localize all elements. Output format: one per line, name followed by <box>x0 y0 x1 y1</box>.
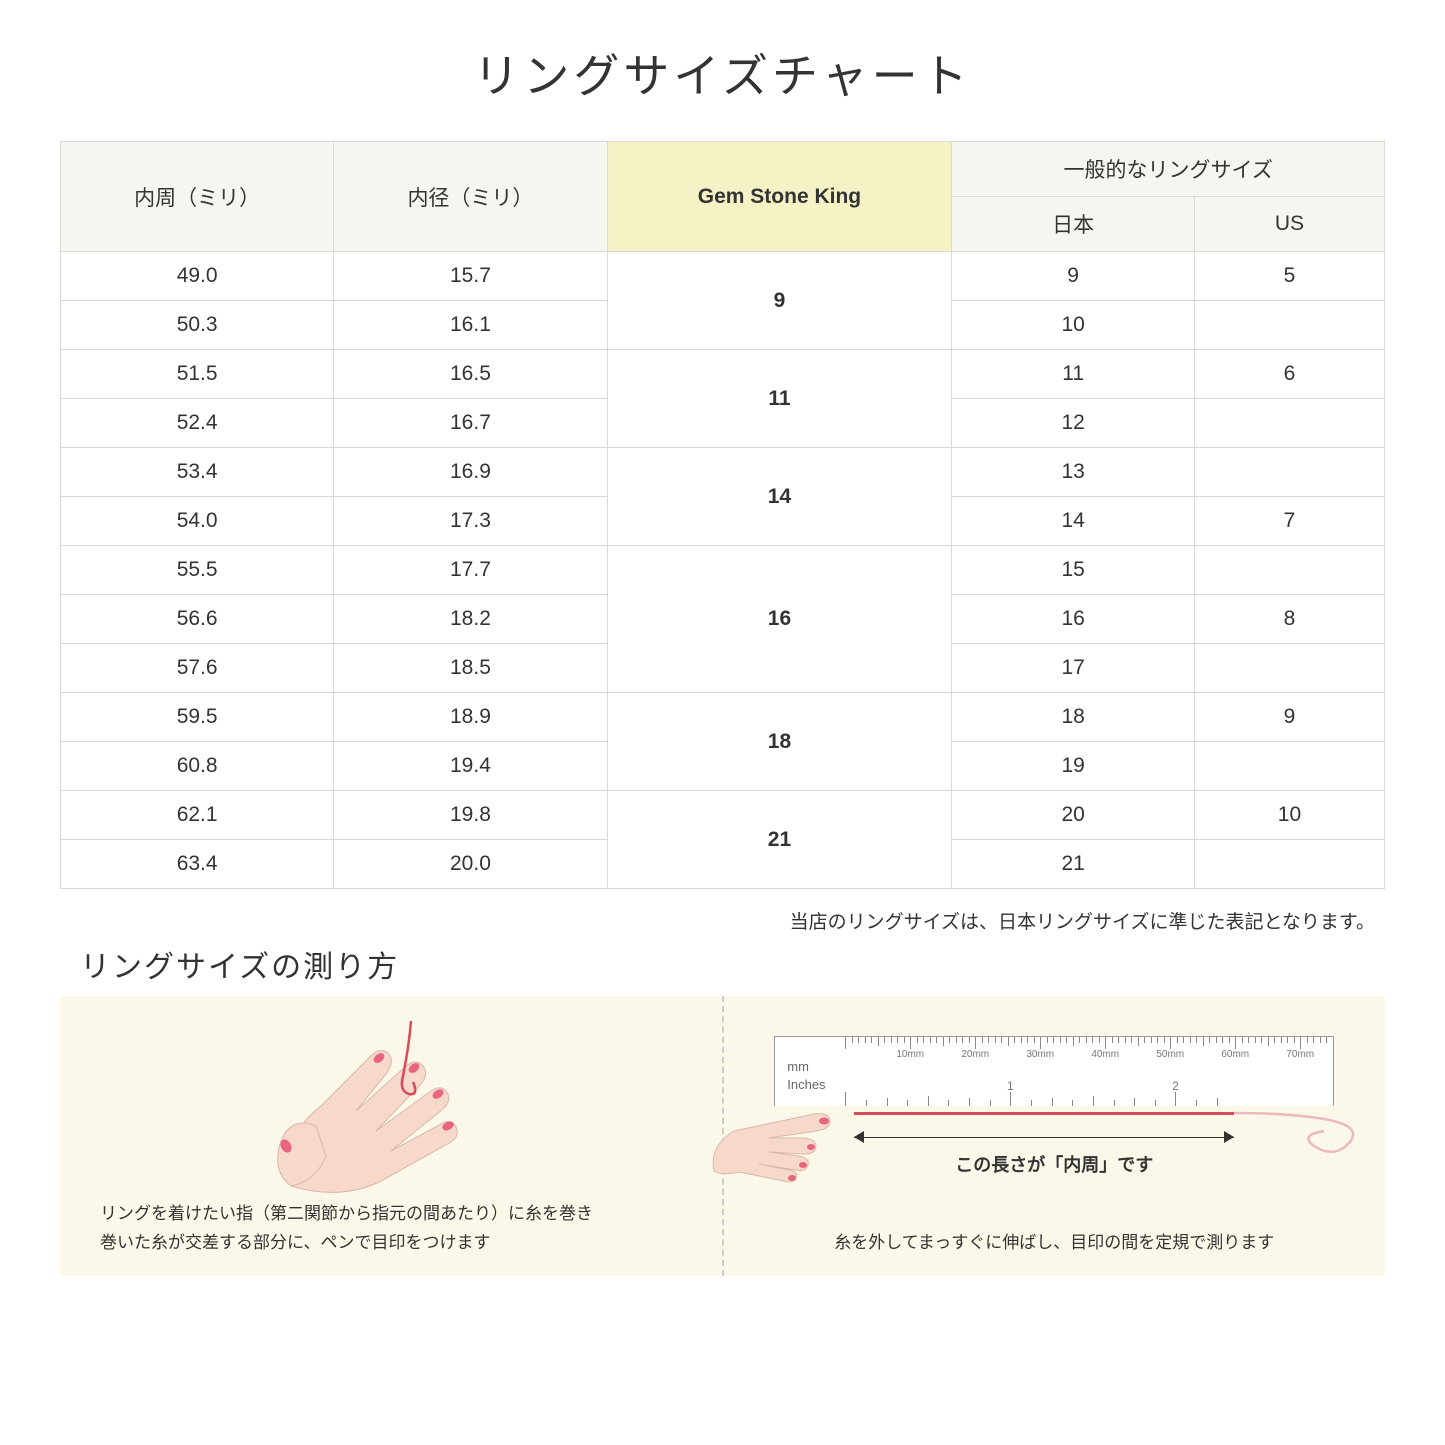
dimension-label: この長さが「内周」です <box>774 1151 1334 1177</box>
ruler-mm-label: mm <box>787 1059 809 1074</box>
cell-circumference: 59.5 <box>61 693 334 742</box>
hand-wrap-icon <box>231 1016 551 1206</box>
cell-circumference: 63.4 <box>61 840 334 889</box>
cell-circumference: 56.6 <box>61 595 334 644</box>
cell-circumference: 50.3 <box>61 301 334 350</box>
cell-diameter: 16.9 <box>334 448 607 497</box>
cell-diameter: 18.9 <box>334 693 607 742</box>
cell-circumference: 55.5 <box>61 546 334 595</box>
header-general: 一般的なリングサイズ <box>952 142 1385 197</box>
instructions-panel: リングを着けたい指（第二関節から指元の間あたり）に糸を巻き巻いた糸が交差する部分… <box>60 996 1385 1276</box>
cell-japan: 21 <box>952 840 1195 889</box>
cell-us <box>1194 448 1384 497</box>
cell-gsk: 9 <box>607 252 952 350</box>
cell-gsk: 11 <box>607 350 952 448</box>
ruler-diagram: mm Inches 10mm20mm30mm40mm50mm60mm70mm12… <box>774 1036 1334 1106</box>
cell-circumference: 54.0 <box>61 497 334 546</box>
cell-us: 5 <box>1194 252 1384 301</box>
cell-circumference: 53.4 <box>61 448 334 497</box>
cell-circumference: 57.6 <box>61 644 334 693</box>
table-row: 53.416.91413 <box>61 448 1385 497</box>
table-note: 当店のリングサイズは、日本リングサイズに準じた表記となります。 <box>60 907 1385 934</box>
cell-japan: 12 <box>952 399 1195 448</box>
cell-circumference: 51.5 <box>61 350 334 399</box>
cell-us <box>1194 399 1384 448</box>
cell-japan: 11 <box>952 350 1195 399</box>
cell-circumference: 60.8 <box>61 742 334 791</box>
cell-diameter: 18.2 <box>334 595 607 644</box>
cell-circumference: 49.0 <box>61 252 334 301</box>
cell-gsk: 18 <box>607 693 952 791</box>
table-row: 55.517.71615 <box>61 546 1385 595</box>
cell-us: 8 <box>1194 595 1384 644</box>
header-us: US <box>1194 197 1384 252</box>
cell-us <box>1194 644 1384 693</box>
cell-us: 9 <box>1194 693 1384 742</box>
cell-us <box>1194 742 1384 791</box>
cell-diameter: 17.3 <box>334 497 607 546</box>
panel-step-1: リングを着けたい指（第二関節から指元の間あたり）に糸を巻き巻いた糸が交差する部分… <box>60 996 722 1276</box>
cell-diameter: 16.5 <box>334 350 607 399</box>
ring-size-table: 内周（ミリ） 内径（ミリ） Gem Stone King 一般的なリングサイズ … <box>60 141 1385 889</box>
table-row: 62.119.8212010 <box>61 791 1385 840</box>
cell-gsk: 21 <box>607 791 952 889</box>
cell-japan: 10 <box>952 301 1195 350</box>
cell-us: 7 <box>1194 497 1384 546</box>
cell-circumference: 62.1 <box>61 791 334 840</box>
panel2-caption: 糸を外してまっすぐに伸ばし、目印の間を定規で測ります <box>764 1229 1346 1258</box>
cell-japan: 16 <box>952 595 1195 644</box>
header-japan: 日本 <box>952 197 1195 252</box>
cell-us <box>1194 546 1384 595</box>
cell-circumference: 52.4 <box>61 399 334 448</box>
cell-diameter: 19.4 <box>334 742 607 791</box>
dimension-arrow <box>854 1128 1234 1148</box>
table-row: 49.015.7995 <box>61 252 1385 301</box>
cell-diameter: 18.5 <box>334 644 607 693</box>
cell-japan: 19 <box>952 742 1195 791</box>
cell-diameter: 20.0 <box>334 840 607 889</box>
cell-us <box>1194 840 1384 889</box>
thread-line <box>854 1112 1234 1115</box>
header-diameter: 内径（ミリ） <box>334 142 607 252</box>
measure-title: リングサイズの測り方 <box>80 942 1385 986</box>
cell-japan: 13 <box>952 448 1195 497</box>
page-title: リングサイズチャート <box>60 40 1385 106</box>
cell-japan: 14 <box>952 497 1195 546</box>
cell-gsk: 14 <box>607 448 952 546</box>
table-row: 51.516.511116 <box>61 350 1385 399</box>
cell-japan: 20 <box>952 791 1195 840</box>
cell-diameter: 17.7 <box>334 546 607 595</box>
cell-japan: 9 <box>952 252 1195 301</box>
panel1-caption: リングを着けたい指（第二関節から指元の間あたり）に糸を巻き巻いた糸が交差する部分… <box>100 1200 682 1258</box>
ruler-in-label: Inches <box>787 1077 825 1092</box>
cell-japan: 15 <box>952 546 1195 595</box>
header-circumference: 内周（ミリ） <box>61 142 334 252</box>
cell-diameter: 15.7 <box>334 252 607 301</box>
cell-us: 6 <box>1194 350 1384 399</box>
header-gsk: Gem Stone King <box>607 142 952 252</box>
cell-diameter: 19.8 <box>334 791 607 840</box>
cell-us: 10 <box>1194 791 1384 840</box>
panel-step-2: mm Inches 10mm20mm30mm40mm50mm60mm70mm12… <box>722 996 1386 1276</box>
table-row: 59.518.918189 <box>61 693 1385 742</box>
cell-us <box>1194 301 1384 350</box>
cell-gsk: 16 <box>607 546 952 693</box>
cell-diameter: 16.7 <box>334 399 607 448</box>
cell-japan: 18 <box>952 693 1195 742</box>
cell-japan: 17 <box>952 644 1195 693</box>
cell-diameter: 16.1 <box>334 301 607 350</box>
